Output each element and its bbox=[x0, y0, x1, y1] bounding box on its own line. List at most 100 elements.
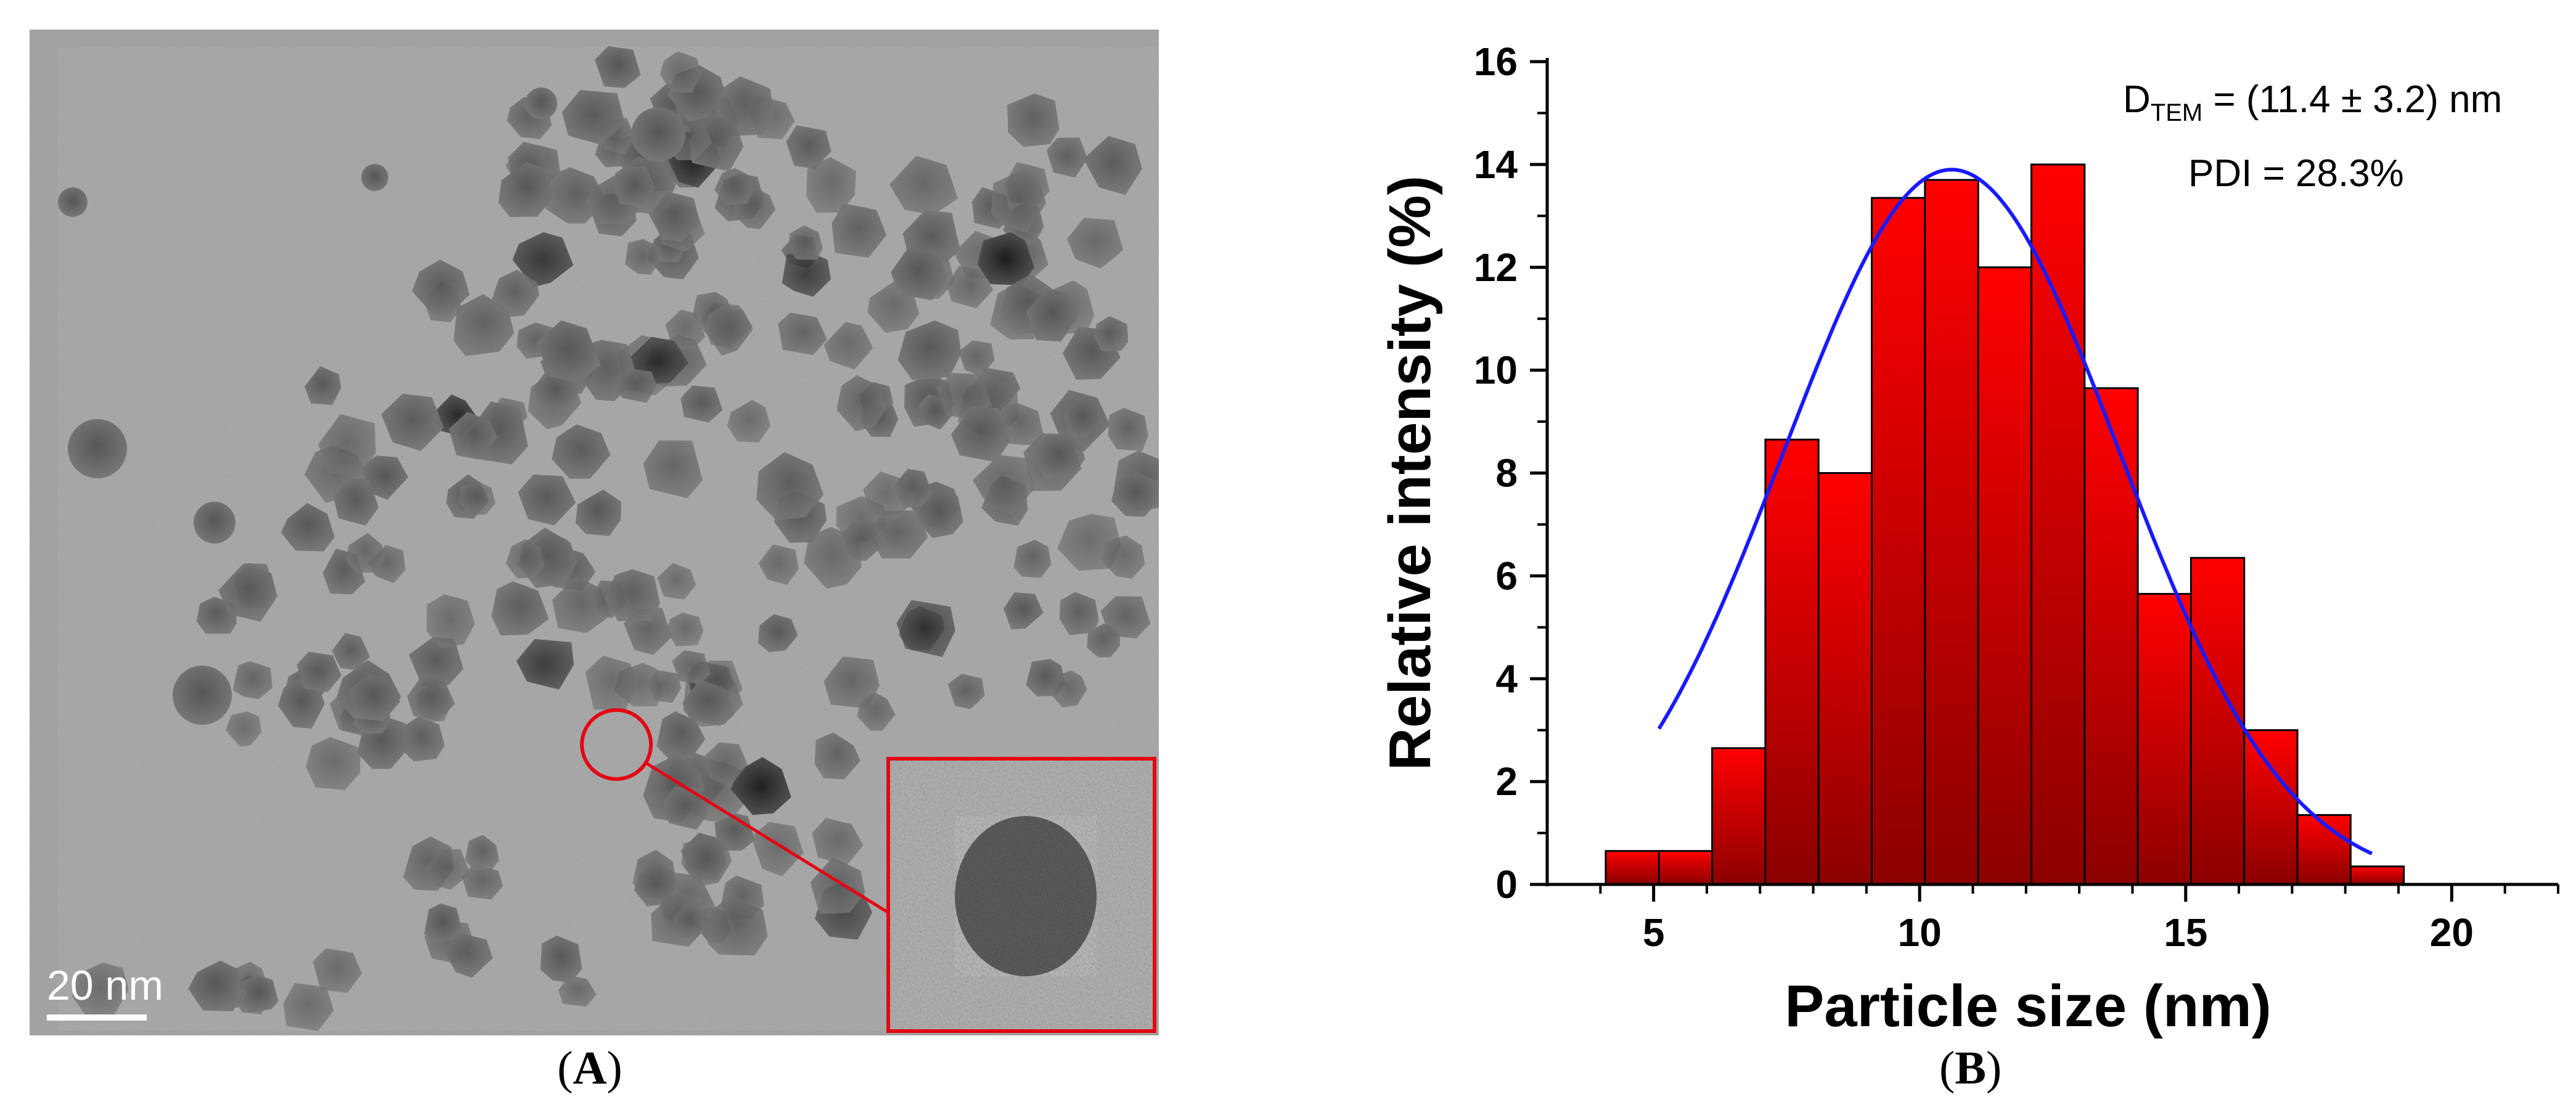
histogram-bar bbox=[1764, 438, 1820, 886]
nanoparticle bbox=[704, 742, 748, 787]
nanoparticle bbox=[672, 650, 711, 684]
nanoparticle bbox=[1087, 623, 1121, 658]
y-tick-label: 4 bbox=[1495, 656, 1518, 701]
nanoparticle bbox=[715, 76, 774, 137]
histogram-bar bbox=[2083, 387, 2139, 886]
nanoparticle bbox=[841, 519, 884, 561]
nanoparticle bbox=[1026, 288, 1079, 342]
nanoparticle bbox=[283, 982, 334, 1031]
nanoparticle bbox=[660, 51, 702, 93]
y-tick-label: 14 bbox=[1474, 142, 1518, 187]
nanoparticle bbox=[832, 203, 887, 258]
nanoparticle bbox=[665, 309, 706, 349]
nanoparticle bbox=[915, 488, 963, 538]
nanoparticle bbox=[398, 716, 445, 762]
nanoparticle bbox=[977, 232, 1035, 285]
nanoparticle bbox=[72, 962, 129, 1018]
scale-bar-label: 20 nm bbox=[47, 962, 163, 1009]
nanoparticle bbox=[730, 757, 791, 815]
pdi-annotation: PDI = 28.3% bbox=[2188, 152, 2404, 195]
nanoparticle bbox=[188, 960, 243, 1011]
nanoparticle bbox=[667, 612, 704, 647]
histogram-bar bbox=[1711, 747, 1767, 886]
nanoparticle bbox=[68, 419, 127, 478]
nanoparticle bbox=[552, 424, 611, 479]
nanoparticle bbox=[306, 737, 361, 790]
nanoparticle bbox=[824, 656, 880, 709]
nanoparticle bbox=[991, 171, 1047, 233]
nanoparticle bbox=[426, 594, 475, 649]
nanoparticle bbox=[516, 639, 574, 690]
nanoparticle bbox=[459, 481, 496, 516]
histogram-bar bbox=[1817, 472, 1873, 886]
nanoparticle bbox=[673, 904, 707, 940]
nanoparticle bbox=[575, 489, 621, 536]
nanoparticle bbox=[603, 569, 660, 621]
tem-micrograph: 20 nm bbox=[30, 30, 1159, 1035]
nanoparticle bbox=[624, 239, 661, 275]
nanoparticle bbox=[657, 563, 697, 600]
nanoparticle bbox=[512, 232, 574, 287]
histogram-bar bbox=[2190, 557, 2246, 886]
nanoparticle bbox=[218, 563, 278, 622]
nanoparticle bbox=[806, 157, 856, 213]
inset-particle bbox=[955, 816, 1097, 976]
nanoparticle bbox=[857, 692, 896, 731]
nanoparticle bbox=[332, 633, 370, 671]
nanoparticle bbox=[1050, 670, 1087, 708]
nanoparticle bbox=[409, 637, 464, 687]
nanoparticle bbox=[1007, 93, 1060, 147]
nanoparticle bbox=[194, 502, 235, 544]
nanoparticle bbox=[296, 651, 341, 692]
nanoparticle bbox=[462, 863, 503, 900]
nanoparticle bbox=[558, 976, 597, 1007]
nanoparticle bbox=[947, 674, 985, 709]
histogram-bar bbox=[2243, 729, 2299, 886]
nanoparticle bbox=[491, 581, 549, 636]
histogram-bar bbox=[1977, 266, 2032, 886]
nanoparticle bbox=[1004, 592, 1044, 630]
gaussian-fit-curve bbox=[1657, 168, 2373, 855]
histogram-bar bbox=[1605, 850, 1660, 886]
nanoparticle bbox=[1083, 136, 1142, 195]
nanoparticle bbox=[280, 503, 335, 552]
nanoparticle bbox=[58, 187, 88, 217]
nanoparticle bbox=[972, 455, 1035, 515]
histogram-bar bbox=[2349, 865, 2405, 886]
nanoparticle bbox=[305, 366, 341, 405]
highlight-circle bbox=[580, 708, 653, 781]
nanoparticle bbox=[714, 168, 754, 205]
nanoparticle bbox=[782, 250, 831, 297]
nanoparticle bbox=[533, 372, 578, 412]
nanoparticle bbox=[361, 455, 409, 500]
nanoparticle bbox=[951, 406, 1010, 462]
nanoparticle bbox=[465, 835, 499, 870]
nanoparticle bbox=[1111, 471, 1159, 517]
nanoparticle bbox=[490, 269, 539, 317]
panel-label-a: (A) bbox=[557, 1042, 623, 1094]
nanoparticle bbox=[898, 320, 962, 380]
x-axis-label: Particle size (nm) bbox=[1785, 973, 2271, 1039]
nanoparticle bbox=[824, 322, 873, 370]
nanoparticle bbox=[756, 452, 824, 520]
nanoparticle bbox=[278, 678, 325, 729]
nanoparticle bbox=[758, 614, 798, 653]
y-axis-label: Relative intensity (%) bbox=[1377, 176, 1443, 771]
nanoparticle bbox=[758, 544, 799, 585]
histogram-bar bbox=[1871, 197, 1926, 886]
y-tick-label: 12 bbox=[1474, 245, 1518, 290]
nanoparticle bbox=[498, 161, 555, 218]
nanoparticle bbox=[997, 403, 1044, 446]
zoom-inset bbox=[886, 757, 1156, 1033]
nanoparticle bbox=[536, 320, 601, 383]
nanoparticle bbox=[1033, 433, 1086, 480]
y-tick-label: 16 bbox=[1474, 39, 1518, 84]
x-tick-label: 15 bbox=[2164, 910, 2207, 955]
y-tick-label: 8 bbox=[1495, 451, 1518, 496]
nanoparticle bbox=[634, 862, 678, 907]
nanoparticle bbox=[424, 904, 462, 943]
nanoparticle bbox=[540, 935, 583, 983]
nanoparticle bbox=[346, 533, 385, 573]
nanoparticle bbox=[788, 225, 823, 260]
nanoparticle bbox=[663, 786, 709, 830]
